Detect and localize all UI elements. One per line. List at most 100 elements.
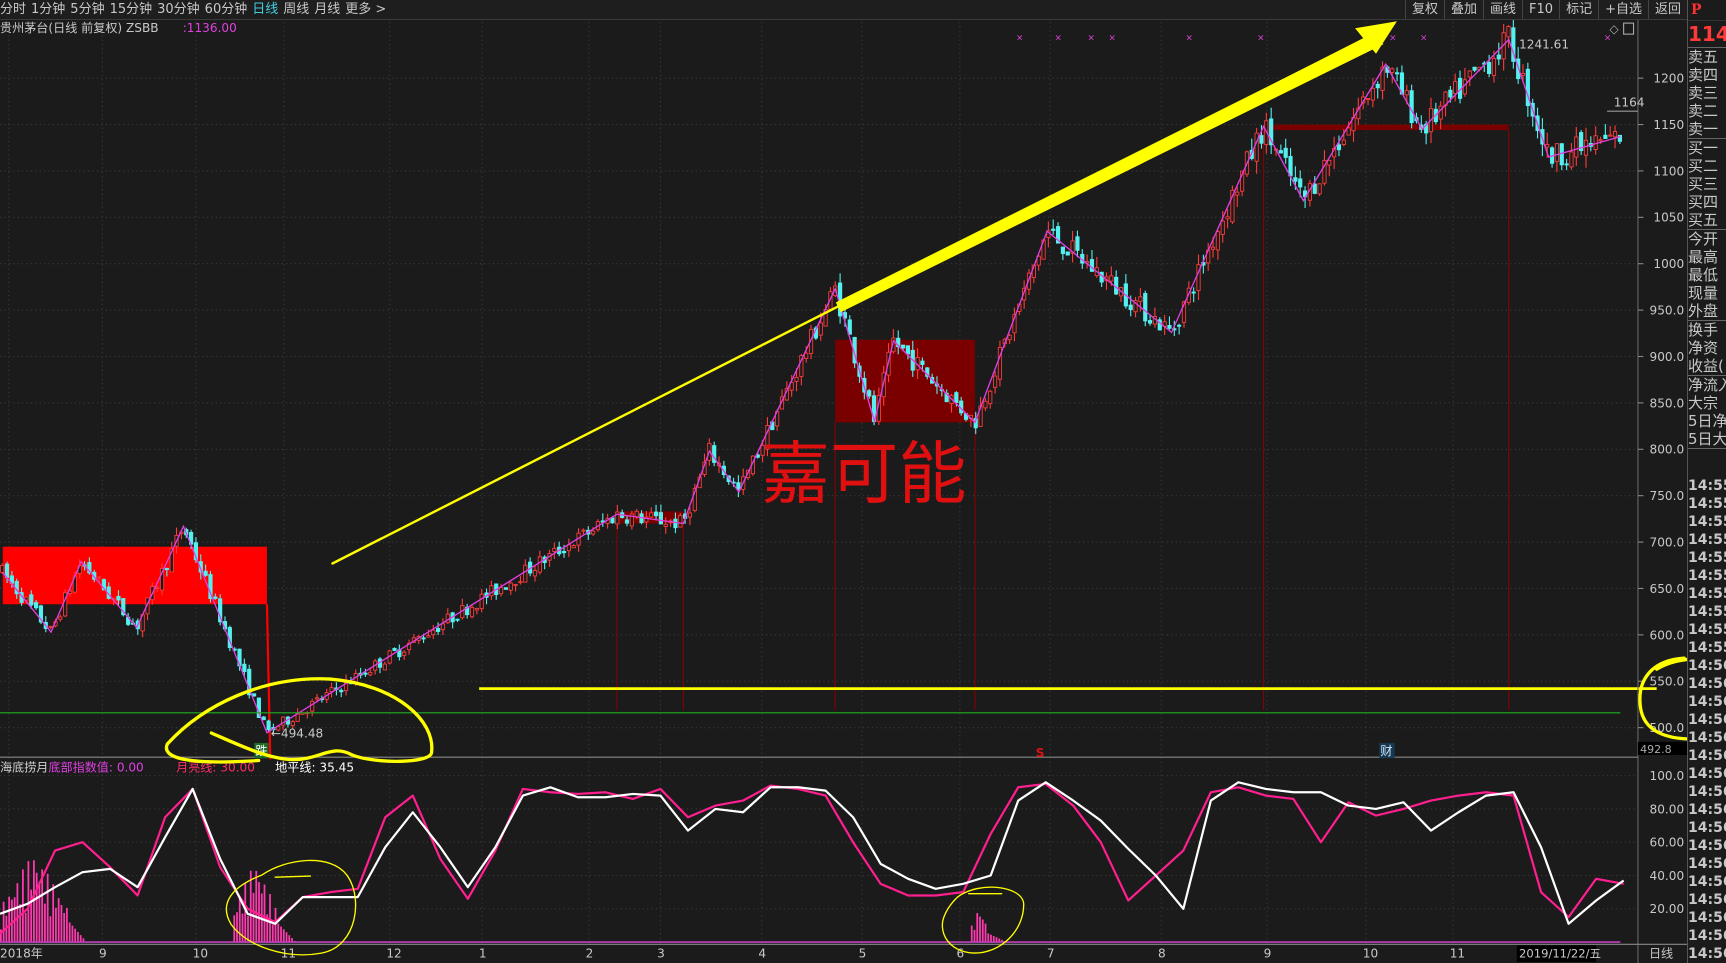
toolbar-button[interactable]: +自选	[1598, 0, 1648, 19]
candle	[1317, 183, 1322, 197]
arrow-head-icon	[1355, 21, 1397, 54]
bottom-index-bar	[998, 938, 1001, 943]
zone-box	[1263, 124, 1509, 131]
bottom-index-bar	[277, 923, 280, 943]
period-tab[interactable]: 15分钟	[109, 2, 153, 17]
candle	[653, 504, 659, 521]
toolbar-button[interactable]: 叠加	[1444, 0, 1483, 19]
period-tab[interactable]: 周线	[283, 2, 310, 17]
k-line	[0, 781, 1625, 925]
high-label: 1241.61	[1519, 37, 1569, 51]
candle	[1196, 254, 1201, 300]
candle	[1026, 269, 1032, 296]
x-marker-icon: ×	[1055, 34, 1062, 44]
bottom-index-bar	[27, 861, 30, 943]
candle	[474, 607, 479, 615]
period-tabs: 分时 1分钟 5分钟 15分钟 30分钟 60分钟 日线 周线 月线 更多 >	[0, 2, 391, 17]
candle	[1298, 170, 1303, 198]
bottom-index-bar	[263, 884, 266, 943]
candle	[1564, 158, 1569, 171]
axis-cursor-box	[1637, 741, 1688, 755]
candle	[1365, 98, 1371, 106]
date-tick-label: 12	[386, 946, 401, 960]
period-tab[interactable]: 30分钟	[157, 2, 200, 17]
toolbar-buttons: 复权 叠加 画线 F10 标记 +自选 返回	[1404, 0, 1687, 19]
candle	[498, 583, 504, 597]
bottom-index-bar	[285, 932, 288, 943]
trend-arrow-thick	[835, 32, 1384, 313]
bottom-index-bar	[280, 926, 282, 943]
date-tick-label: 4	[758, 946, 766, 960]
candle	[1036, 254, 1041, 271]
flows-row: 净流入	[1688, 376, 1726, 394]
bottom-index-bar	[52, 884, 55, 943]
bottom-index-bar	[8, 896, 11, 943]
period-tab[interactable]: 更多 >	[345, 2, 387, 17]
date-tick-label: 9	[99, 946, 107, 960]
candle	[571, 544, 576, 549]
period-tab[interactable]: 日线	[252, 2, 279, 17]
times-row: 14:56	[1688, 874, 1726, 890]
candle	[1579, 130, 1584, 156]
candle	[368, 668, 373, 677]
panel-toggle-icon[interactable]	[1623, 22, 1635, 35]
bottom-index-bar	[249, 870, 252, 943]
bottom-index-bar	[981, 919, 984, 943]
candle	[208, 570, 213, 603]
candle	[1341, 129, 1346, 147]
p-label: P	[1691, 2, 1702, 18]
toolbar-button[interactable]: 标记	[1559, 0, 1598, 19]
candle	[247, 664, 252, 699]
flows-row: 5日净	[1688, 412, 1726, 430]
x-marker-icon: ×	[1420, 34, 1427, 44]
period-tab[interactable]: 月线	[314, 2, 341, 17]
period-tab[interactable]: 1分钟	[31, 2, 66, 17]
times-row: 14:56	[1688, 712, 1726, 728]
bottom-index-bar	[82, 938, 85, 943]
indicator-name: 海底捞月	[0, 760, 48, 775]
bottom-index-bar	[271, 924, 274, 943]
candle	[1525, 62, 1530, 117]
finance-signal: 财	[1380, 744, 1392, 758]
toolbar-button[interactable]: 复权	[1404, 0, 1444, 19]
tick-times: 14:55 14:55 14:55 14:55 14:55 14:55 14:55 14:55…	[1688, 477, 1726, 963]
candle	[532, 564, 538, 582]
x-marker-icon: ×	[1186, 34, 1193, 44]
period-tab[interactable]: 60分钟	[204, 2, 248, 17]
ratio-fields: 换手 净资 收益(	[1688, 321, 1726, 376]
candle	[1375, 81, 1380, 99]
candle	[402, 649, 407, 660]
price-tick-label: 900.0	[1650, 350, 1685, 364]
flows-row: 大宗	[1688, 394, 1719, 412]
sell-signal: S	[1036, 746, 1045, 760]
price-axis[interactable]: 1200 1150 1100 1050 1000 950.0 900.0 850.0 800.0…	[1637, 72, 1685, 736]
period-tab[interactable]: 分时	[0, 2, 27, 17]
level-lines	[0, 687, 1657, 714]
diamond-icon[interactable]: ◇	[1609, 22, 1619, 36]
period-label[interactable]: 日线	[1649, 946, 1673, 960]
times-row: 14:55	[1688, 622, 1726, 638]
finance-signal-badge	[1379, 742, 1395, 759]
candle	[629, 510, 634, 530]
times-row: 14:56	[1688, 748, 1726, 764]
toolbar-button[interactable]: F10	[1522, 0, 1559, 19]
indicator-tick-label: 100.0	[1650, 769, 1685, 783]
candle	[169, 541, 174, 573]
price-tick-label: 1000	[1653, 257, 1684, 271]
candle	[1235, 186, 1240, 208]
candle	[1075, 230, 1080, 258]
toolbar-button[interactable]: 画线	[1483, 0, 1522, 19]
candle	[145, 597, 150, 621]
toolbar-button[interactable]: 返回	[1647, 0, 1687, 19]
chart-value: :1136.00	[183, 21, 237, 35]
period-tab[interactable]: 5分钟	[70, 2, 105, 17]
candle	[1177, 323, 1182, 335]
candle	[905, 345, 911, 360]
quote-fields: 今开 最高 最低 现量 外盘	[1688, 230, 1726, 321]
candle	[436, 622, 441, 635]
candle	[1409, 84, 1414, 129]
times-row: 14:56	[1688, 730, 1726, 746]
sell-row: 卖三	[1688, 84, 1719, 102]
